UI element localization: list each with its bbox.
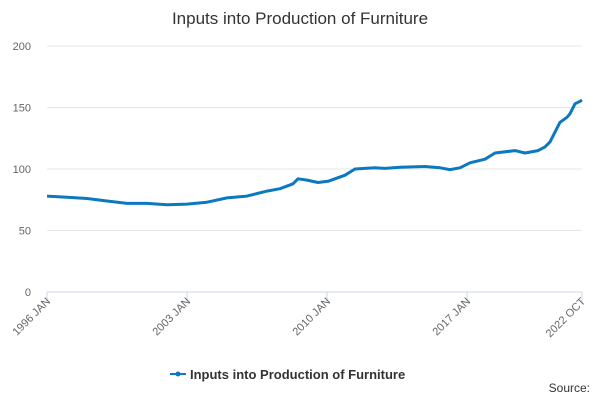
data-line xyxy=(46,98,583,207)
y-tick-label: 150 xyxy=(13,103,31,115)
legend-marker xyxy=(175,371,181,377)
x-tick-label: 1996 JAN xyxy=(10,296,53,339)
chart-title: Inputs into Production of Furniture xyxy=(172,9,428,28)
x-tick-label: 2010 JAN xyxy=(290,296,333,339)
source-note: Source: xyxy=(549,381,590,395)
x-tick-label: 2022 OCT xyxy=(544,295,589,340)
x-tick-label: 2017 JAN xyxy=(430,296,473,339)
y-tick-label: 50 xyxy=(19,226,31,238)
y-tick-label: 200 xyxy=(13,41,31,53)
y-tick-label: 100 xyxy=(13,164,31,176)
legend-label: Inputs into Production of Furniture xyxy=(190,367,405,382)
y-tick-label: 0 xyxy=(25,287,31,299)
x-tick-label: 2003 JAN xyxy=(150,296,193,339)
